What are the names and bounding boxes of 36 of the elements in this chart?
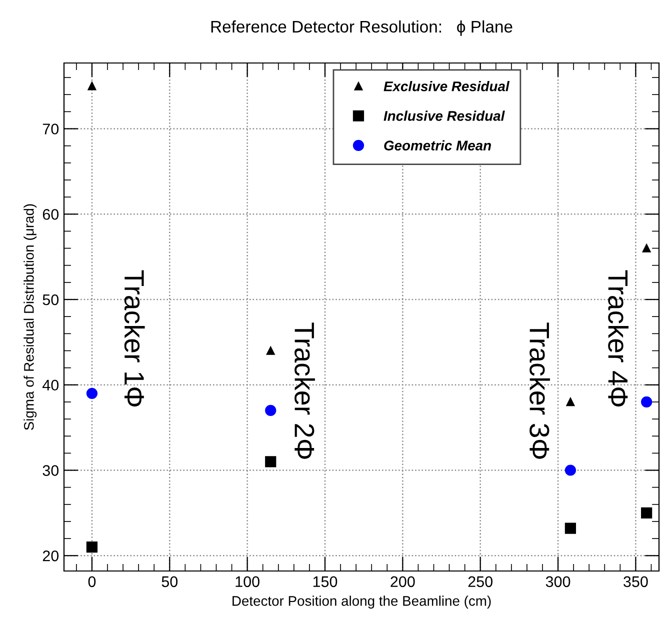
point (564, 522, 576, 534)
point (641, 507, 652, 518)
point (642, 244, 651, 252)
y-tick-label: 30 (42, 465, 59, 476)
x-tick-label: 250 (468, 576, 492, 588)
y-tick-label: 50 (42, 294, 59, 306)
x-axis-title: Detector Position along the Beamline (cm) (232, 596, 491, 609)
x-tick-label: 200 (390, 576, 415, 588)
y-tick-label: 70 (42, 124, 59, 134)
point (566, 398, 575, 406)
x-tick-label: 100 (236, 576, 260, 588)
point (266, 346, 275, 355)
y-tick-label: 40 (42, 380, 59, 391)
legend-label: Inclusive Residual (384, 110, 505, 121)
annotation: Tracker 2Φ (294, 322, 315, 459)
legend-label: Geometric Mean (384, 140, 491, 150)
y-tick-label: 20 (42, 550, 59, 562)
legend-label: Exclusive Residual (384, 81, 510, 92)
annotation: Tracker 3Φ (530, 322, 550, 459)
point (564, 464, 576, 476)
x-tick-label: 350 (624, 576, 648, 588)
point (88, 82, 96, 90)
chart-title: Reference Detector Resolution: ϕ Plane (211, 20, 512, 36)
point (86, 388, 98, 399)
x-tick-label: 300 (546, 576, 570, 588)
x-tick-label: 0 (88, 576, 96, 588)
annotation: Tracker 4Φ (608, 270, 629, 406)
point (641, 396, 652, 408)
point (86, 542, 98, 553)
point (265, 404, 276, 416)
point (265, 456, 276, 468)
x-tick-label: 50 (162, 576, 178, 588)
annotation: Tracker 1Φ (124, 270, 145, 406)
y-tick-label: 60 (42, 208, 59, 220)
y-axis-title: Sigma of Residual Distribution (μrad) (24, 204, 37, 430)
x-tick-label: 150 (313, 576, 338, 588)
